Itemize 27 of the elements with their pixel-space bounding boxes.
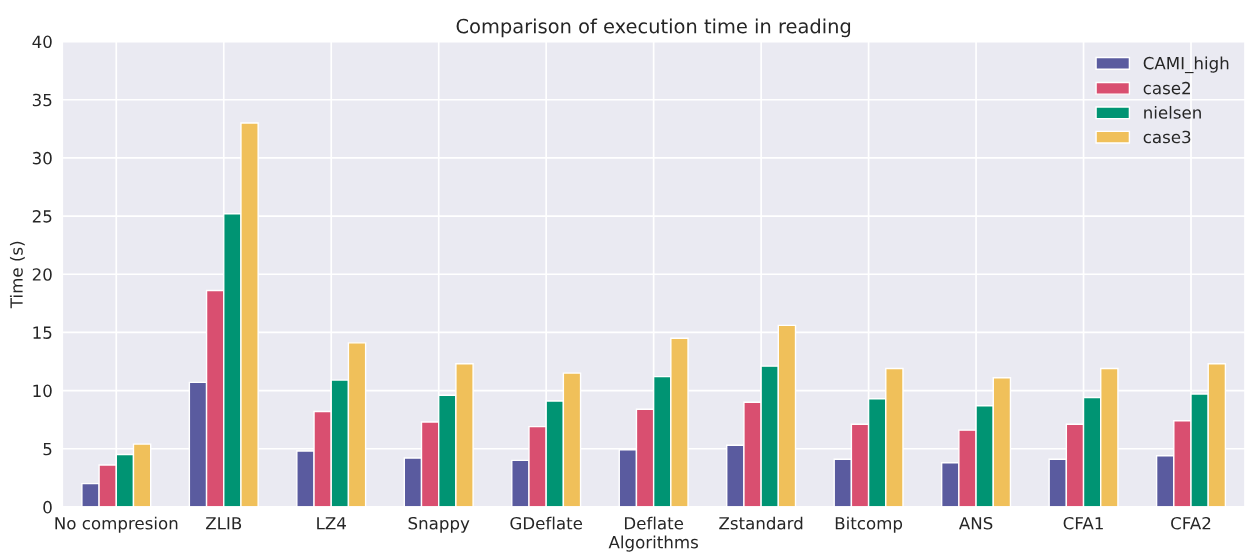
chart-title: Comparison of execution time in reading (456, 18, 851, 38)
legend-label: nielsen (1144, 105, 1201, 119)
legend-label: CAMI_high (1143, 56, 1229, 74)
y-axis-title: Time (s) (9, 241, 25, 309)
x-tick-label: GDeflate (510, 516, 583, 530)
y-tick-label: 15 (33, 326, 52, 339)
y-tick-label: 30 (32, 151, 52, 165)
y-tick-label: 10 (33, 384, 52, 398)
y-tick-label: 5 (43, 442, 52, 456)
y-tick-label: 0 (43, 500, 52, 514)
x-tick-label: Bitcomp (835, 516, 903, 533)
legend-label: case3 (1143, 130, 1191, 144)
x-tick-label: ANS (958, 516, 993, 530)
x-tick-label: LZ4 (317, 517, 346, 530)
x-tick-label: CFA2 (1171, 516, 1211, 530)
y-tick-label: 20 (32, 268, 52, 281)
x-tick-label: Zstandard (719, 516, 803, 530)
x-tick-label: CFA1 (1063, 516, 1103, 530)
legend-label: case2 (1143, 81, 1190, 95)
x-tick-label: No compresion (55, 516, 178, 533)
x-axis-title: Algorithms (608, 535, 698, 552)
y-tick-label: 40 (32, 35, 52, 49)
y-tick-label: 35 (32, 93, 52, 107)
x-tick-label: Snappy (408, 516, 470, 533)
y-tick-label: 25 (32, 210, 52, 223)
x-tick-label: ZLIB (205, 517, 242, 530)
x-tick-label: Deflate (624, 516, 684, 530)
